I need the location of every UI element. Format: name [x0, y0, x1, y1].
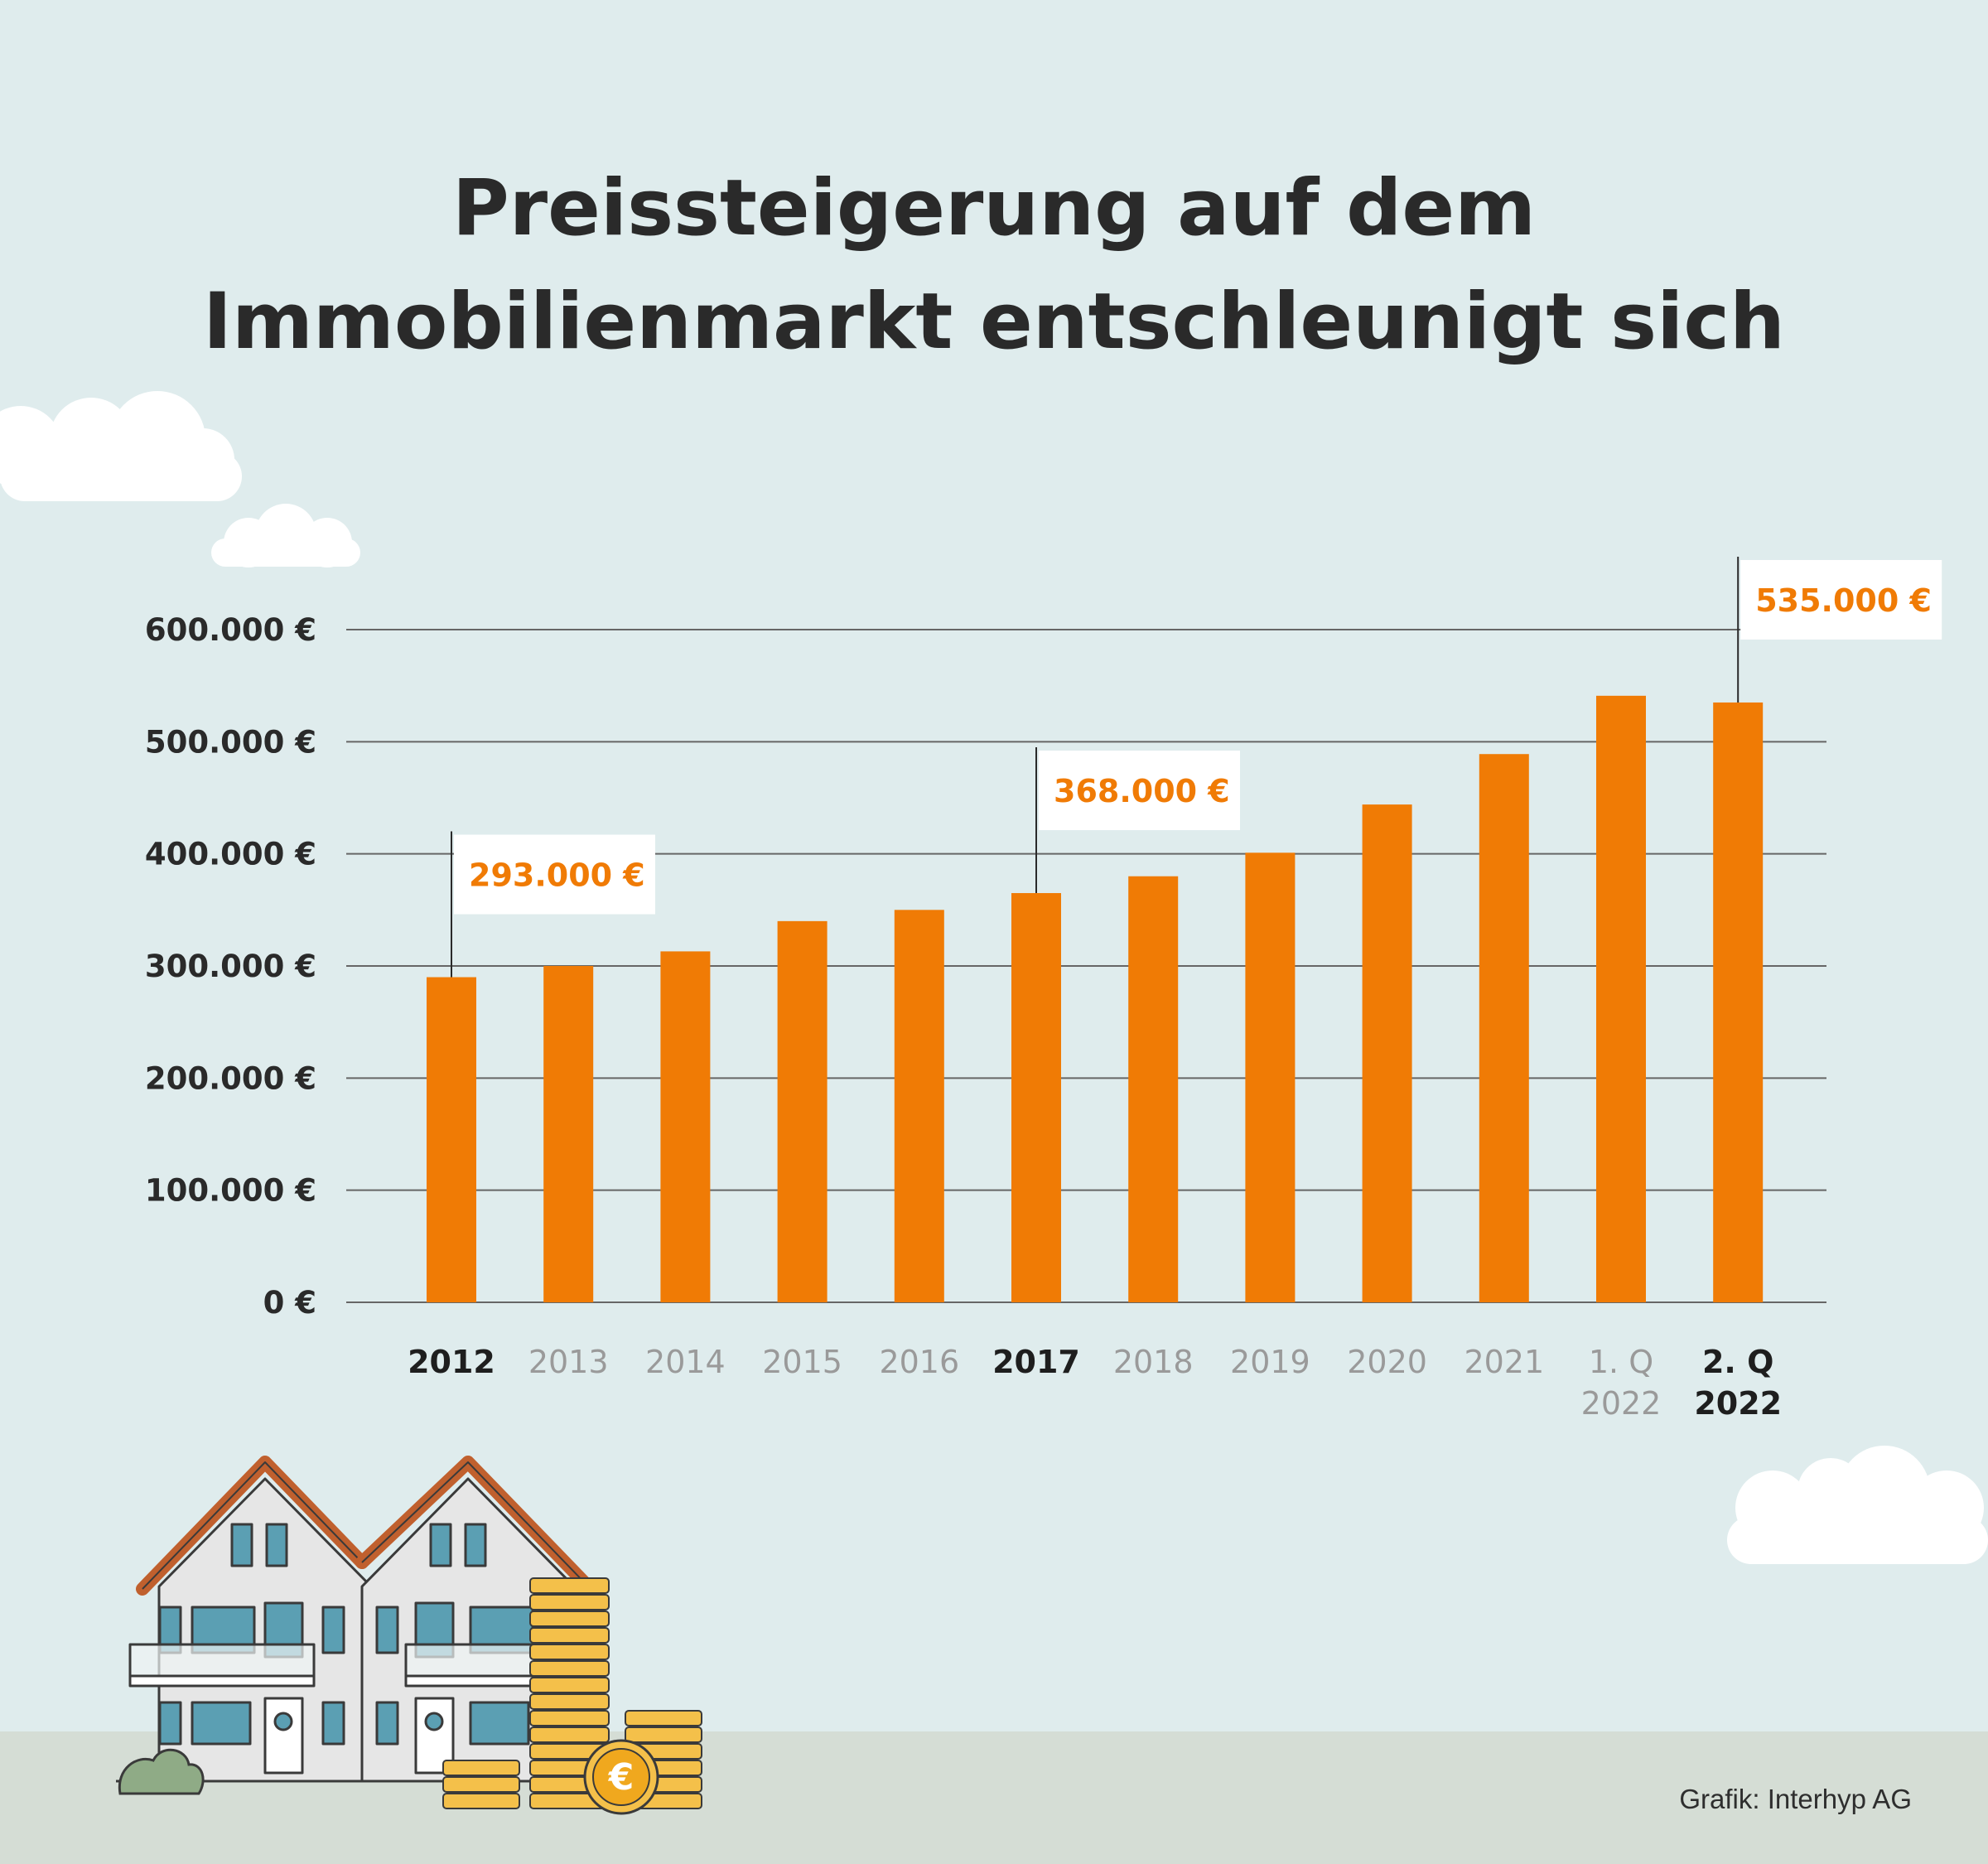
coin	[442, 1776, 520, 1793]
cloud-small-left	[211, 504, 360, 567]
coin	[529, 1677, 610, 1693]
coin	[529, 1610, 610, 1627]
y-tick-label: 600.000 €	[145, 612, 316, 648]
x-tick-label: 2021	[1464, 1344, 1544, 1380]
x-tick-label: 2013	[528, 1344, 609, 1380]
callout-box	[454, 834, 655, 915]
x-tick-label: 2017	[992, 1344, 1080, 1380]
x-tick-label: 2014	[645, 1344, 726, 1380]
bush	[118, 1748, 205, 1795]
coin	[529, 1644, 610, 1660]
coin	[529, 1627, 610, 1644]
x-tick-label: 2022	[1694, 1385, 1782, 1422]
euro-coin: €	[583, 1739, 659, 1815]
callout-label: 368.000 €	[1054, 773, 1230, 809]
x-tick-label: 2. Q	[1702, 1344, 1773, 1380]
bar	[1596, 695, 1646, 1302]
bar	[1362, 804, 1412, 1302]
bar	[660, 951, 711, 1302]
bar	[1011, 893, 1061, 1302]
coin	[529, 1660, 610, 1677]
x-tick-label: 2015	[762, 1344, 842, 1380]
coin	[529, 1594, 610, 1610]
euro-coin-symbol: €	[608, 1756, 635, 1799]
chart-title-line-1: Preissteigerung auf dem	[452, 163, 1536, 254]
cloud-top-left	[0, 391, 242, 501]
houses-illustration	[116, 1456, 597, 1783]
x-tick-label: 2019	[1230, 1344, 1310, 1380]
bar-layer	[427, 695, 1764, 1302]
bar	[427, 977, 476, 1302]
coin	[625, 1726, 702, 1743]
x-tick-label: 2016	[879, 1344, 959, 1380]
coin	[625, 1710, 702, 1726]
callout-label: 535.000 €	[1755, 582, 1932, 619]
x-tick-label: 2020	[1347, 1344, 1427, 1380]
coin	[529, 1577, 610, 1594]
grid-layer: 0 € 100.000 € 200.000 € 300.000 € 400.000 € 5…	[145, 612, 1826, 1321]
x-tick-label: 2012	[408, 1344, 495, 1380]
bar	[543, 966, 594, 1302]
coin	[442, 1793, 520, 1809]
y-tick-label: 300.000 €	[145, 949, 316, 984]
bar	[777, 920, 828, 1302]
callout-layer: 293.000 € 368.000 € 535.000 €	[451, 556, 1942, 978]
y-tick-label: 100.000 €	[145, 1173, 316, 1209]
x-tick-label: 2022	[1581, 1385, 1662, 1422]
callout-label: 293.000 €	[469, 857, 645, 894]
x-axis-labels: 2012 2013 2014 2015 2016 2017 2018 2019 2020 2021…	[408, 1344, 1782, 1422]
coin	[529, 1710, 610, 1726]
chart-title-line-2: Immobilienmarkt entschleunigt sich	[203, 277, 1785, 367]
bar	[1479, 754, 1529, 1302]
y-tick-label: 0 €	[263, 1285, 316, 1321]
bar	[1128, 876, 1179, 1302]
x-tick-label: 2018	[1113, 1344, 1194, 1380]
coin	[442, 1760, 520, 1776]
bar	[1245, 852, 1296, 1302]
bar	[894, 910, 944, 1302]
bar	[1713, 702, 1764, 1302]
callout-box	[1039, 751, 1240, 831]
x-tick-label: 1. Q	[1589, 1344, 1653, 1380]
y-tick-label: 200.000 €	[145, 1060, 316, 1096]
coin	[529, 1693, 610, 1710]
y-tick-label: 400.000 €	[145, 837, 316, 872]
y-tick-label: 500.000 €	[145, 724, 316, 760]
coin	[529, 1726, 610, 1743]
callout-box	[1740, 559, 1942, 640]
cloud-right	[1727, 1446, 1988, 1564]
credit-text: Grafik: Interhyp AG	[1679, 1784, 1912, 1814]
